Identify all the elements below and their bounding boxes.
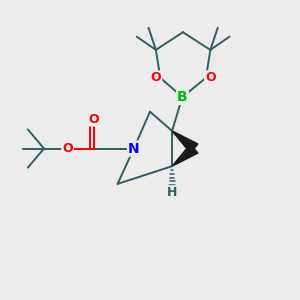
Polygon shape bbox=[172, 144, 198, 166]
Text: O: O bbox=[151, 71, 161, 84]
Text: B: B bbox=[177, 90, 188, 104]
Text: N: N bbox=[128, 142, 140, 155]
Text: O: O bbox=[62, 142, 73, 155]
Text: H: H bbox=[167, 186, 177, 199]
Text: O: O bbox=[205, 71, 216, 84]
Polygon shape bbox=[172, 131, 198, 153]
Text: O: O bbox=[89, 112, 99, 126]
